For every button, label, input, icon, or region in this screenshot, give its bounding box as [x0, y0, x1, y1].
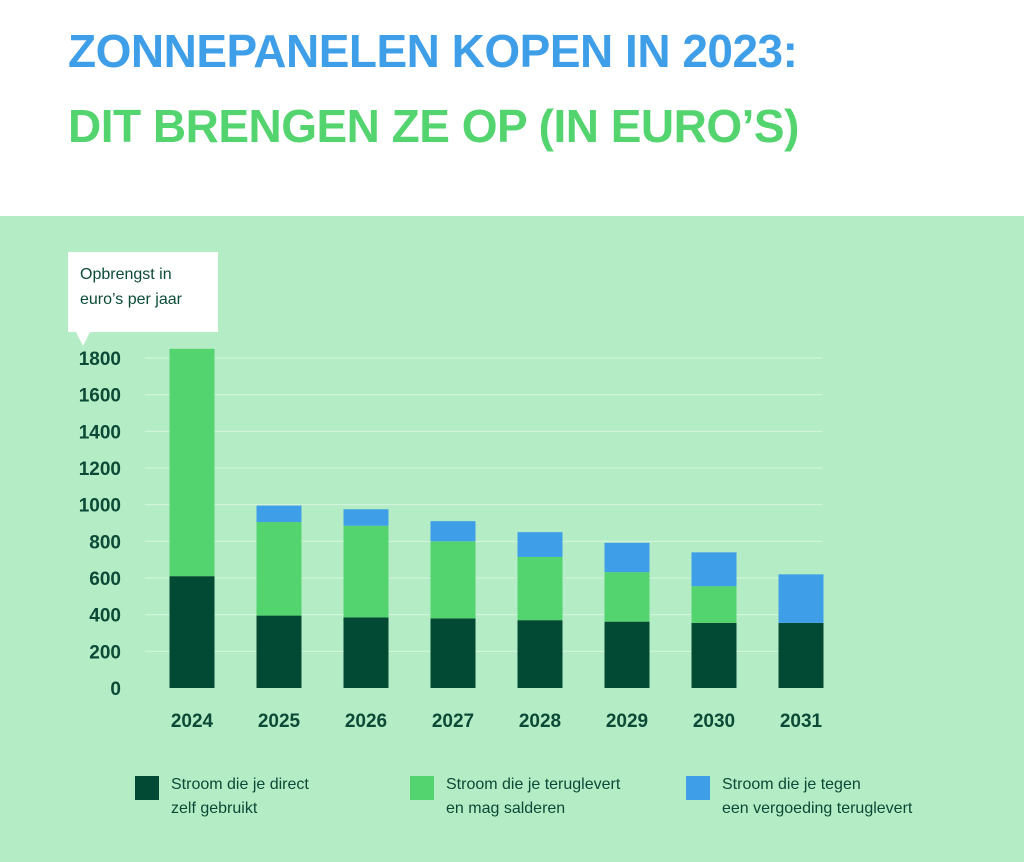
legend-item-netting: Stroom die je teruglevert en mag saldere…: [410, 773, 620, 821]
bar-2031-series-3: [778, 574, 824, 623]
x-tick-label-2029: 2029: [606, 711, 648, 732]
bar-2026-series-3: [343, 509, 389, 526]
chart-title-line-2: DIT BRENGEN ZE OP (IN EURO’S): [68, 100, 799, 152]
bar-2025-series-1: [256, 615, 302, 688]
x-tick-label-2024: 2024: [171, 711, 214, 732]
bar-2031-series-1: [778, 622, 824, 688]
x-tick-label-2028: 2028: [519, 711, 561, 732]
legend-label-netting: Stroom die je teruglevert en mag saldere…: [446, 776, 621, 817]
bar-2024-series-1: [169, 576, 215, 688]
bar-2025-series-3: [256, 505, 302, 523]
bar-2027-series-2: [430, 541, 476, 619]
bar-2030-series-2: [691, 586, 737, 623]
bar-2028-series-2: [517, 556, 563, 621]
legend-item-direct-use: Stroom die je direct zelf gebruikt: [135, 773, 309, 821]
x-tick-label-2031: 2031: [780, 711, 823, 732]
bar-2029-series-1: [604, 621, 650, 688]
y-tick-label-0: 0: [110, 679, 121, 700]
bar-2026-series-1: [343, 617, 389, 688]
y-tick-label-400: 400: [89, 606, 121, 627]
bar-2029-series-3: [604, 542, 650, 573]
legend-swatch-direct-use: [135, 776, 159, 800]
y-axis-label-box: Opbrengst in euro’s per jaar: [68, 252, 218, 346]
x-tick-label-2027: 2027: [432, 711, 474, 732]
y-tick-label-1600: 1600: [79, 386, 121, 407]
legend-item-feed-in-tariff: Stroom die je tegen een vergoeding terug…: [686, 773, 912, 821]
bar-2026-series-2: [343, 525, 389, 618]
y-tick-label-1000: 1000: [79, 496, 121, 517]
x-tick-label-2025: 2025: [258, 711, 301, 732]
legend-swatch-feed-in-tariff: [686, 776, 710, 800]
y-tick-label-200: 200: [89, 642, 121, 663]
bar-2028-series-3: [517, 532, 563, 557]
y-tick-label-1200: 1200: [79, 459, 121, 480]
bar-2030-series-1: [691, 622, 737, 688]
y-axis-label-pointer: [76, 332, 90, 346]
x-tick-label-2030: 2030: [693, 711, 735, 732]
bar-2025-series-2: [256, 522, 302, 616]
legend-label-feed-in-tariff: Stroom die je tegen een vergoeding terug…: [722, 776, 913, 817]
y-tick-label-1400: 1400: [79, 422, 121, 443]
bar-2029-series-2: [604, 572, 650, 622]
bar-2028-series-1: [517, 620, 563, 688]
bar-2030-series-3: [691, 552, 737, 587]
y-axis-label: Opbrengst in euro’s per jaar: [80, 266, 182, 308]
x-tick-label-2026: 2026: [345, 711, 387, 732]
bar-2024-series-2: [169, 348, 215, 577]
legend-label-direct-use: Stroom die je direct zelf gebruikt: [171, 776, 309, 817]
bar-2027-series-3: [430, 521, 476, 542]
y-tick-label-600: 600: [89, 569, 121, 590]
legend-swatch-netting: [410, 776, 434, 800]
y-tick-label-1800: 1800: [79, 349, 121, 370]
bar-2027-series-1: [430, 618, 476, 688]
y-tick-label-800: 800: [89, 532, 121, 553]
chart-title-line-1: ZONNEPANELEN KOPEN IN 2023:: [68, 25, 798, 77]
